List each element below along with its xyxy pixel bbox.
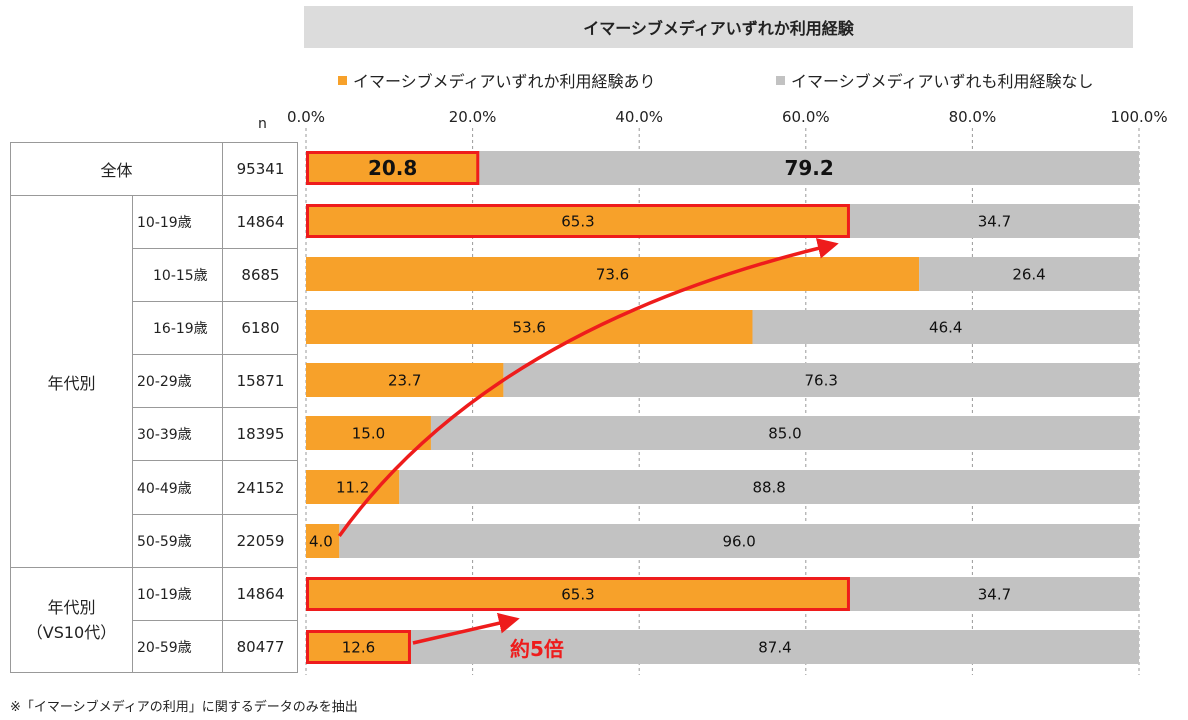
legend-swatch-no: [776, 75, 785, 85]
group-label-vs10: 年代別 （VS10代）: [10, 567, 132, 673]
bar-segment-no: [479, 151, 1139, 185]
n-value: 22059: [222, 514, 298, 567]
footnote: ※「イマーシブメディアの利用」に関するデータのみを抽出: [10, 700, 358, 715]
category-label: 50-59歳: [132, 514, 222, 567]
data-label-yes: 73.6: [596, 265, 629, 283]
bar-segment-no: [410, 630, 1139, 664]
legend-item-no: イマーシブメディアいずれも利用経験なし: [776, 68, 1094, 92]
data-label-yes: 20.8: [368, 156, 417, 180]
n-value: 18395: [222, 407, 298, 460]
category-label: 16-19歳: [132, 301, 222, 354]
n-value: 14864: [222, 567, 298, 620]
bar-segment-yes: [306, 577, 850, 611]
data-label-yes: 53.6: [513, 318, 546, 336]
comparison-arrow: [412, 612, 520, 645]
bar-segment-yes: [306, 470, 400, 504]
n-value: 6180: [222, 301, 298, 354]
data-label-no: 26.4: [1012, 265, 1045, 283]
bar-segment-yes: [306, 416, 431, 450]
bar-segment-yes: [306, 630, 411, 664]
bar-segment-no: [849, 577, 1139, 611]
data-label-yes: 15.0: [352, 424, 385, 442]
bar-segment-yes: [306, 204, 850, 238]
highlight-box: [306, 630, 411, 664]
group-label-vs10-line2: （VS10代）: [26, 622, 117, 642]
bar-segment-yes: [306, 310, 753, 344]
data-label-yes: 65.3: [561, 212, 594, 230]
data-label-no: 34.7: [978, 212, 1011, 230]
table-bottom-border: [10, 672, 298, 673]
chart-title: イマーシブメディアいずれか利用経験: [304, 6, 1133, 48]
n-value: 95341: [222, 142, 298, 195]
legend-label-no: イマーシブメディアいずれも利用経験なし: [791, 72, 1094, 91]
n-value: 24152: [222, 460, 298, 514]
n-value: 80477: [222, 620, 298, 673]
highlight-box: [306, 151, 480, 185]
bar-segment-no: [919, 257, 1139, 291]
data-label-yes: 11.2: [336, 478, 369, 496]
data-label-yes: 12.6: [342, 638, 375, 656]
bar-segment-no: [430, 416, 1139, 450]
category-label: 40-49歳: [132, 460, 222, 514]
category-label: 10-19歳: [132, 195, 222, 248]
trend-arrow: [337, 238, 839, 538]
x-tick-label: 60.0%: [781, 108, 830, 126]
data-label-no: 87.4: [758, 638, 791, 656]
bar-segment-yes: [306, 363, 504, 397]
bar-segment-yes: [306, 257, 920, 291]
bar-segment-no: [503, 363, 1139, 397]
legend-label-yes: イマーシブメディアいずれか利用経験あり: [353, 72, 656, 91]
n-header: n: [258, 116, 267, 132]
data-label-no: 34.7: [978, 585, 1011, 603]
bar-segment-no: [399, 470, 1139, 504]
data-label-no: 96.0: [722, 532, 755, 550]
n-value: 14864: [222, 195, 298, 248]
data-label-no: 85.0: [768, 424, 801, 442]
table-right-border: [297, 142, 298, 673]
group-label-by-age: 年代別: [10, 195, 132, 567]
bar-segment-no: [339, 524, 1139, 558]
category-label: 10-15歳: [132, 248, 222, 301]
data-label-no: 88.8: [752, 478, 785, 496]
n-value: 8685: [222, 248, 298, 301]
legend-item-yes: イマーシブメディアいずれか利用経験あり: [338, 68, 656, 92]
x-tick-label: 20.0%: [448, 108, 497, 126]
highlight-box: [306, 577, 850, 611]
x-tick-label: 100.0%: [1110, 108, 1168, 126]
data-label-no: 46.4: [929, 318, 962, 336]
group-label-vs10-line1: 年代別: [47, 597, 96, 617]
x-tick-label: 80.0%: [948, 108, 997, 126]
category-label: 30-39歳: [132, 407, 222, 460]
category-label: 10-19歳: [132, 567, 222, 620]
group-label-overall: 全体: [10, 142, 222, 195]
bar-segment-no: [752, 310, 1139, 344]
category-label: 20-59歳: [132, 620, 222, 673]
data-label-yes: 65.3: [561, 585, 594, 603]
data-label-yes: 23.7: [388, 371, 421, 389]
x-tick-label: 0.0%: [286, 108, 326, 126]
n-value: 15871: [222, 354, 298, 407]
data-label-no: 79.2: [784, 156, 833, 180]
category-label: 20-29歳: [132, 354, 222, 407]
bar-segment-no: [849, 204, 1139, 238]
highlight-box: [306, 204, 850, 238]
data-label-yes: 4.0: [309, 532, 333, 550]
ratio-annotation: 約5倍: [510, 637, 564, 661]
bar-segment-yes: [306, 524, 340, 558]
legend-swatch-yes: [338, 75, 347, 85]
bar-segment-yes: [306, 151, 480, 185]
x-tick-label: 40.0%: [615, 108, 664, 126]
data-label-no: 76.3: [805, 371, 838, 389]
